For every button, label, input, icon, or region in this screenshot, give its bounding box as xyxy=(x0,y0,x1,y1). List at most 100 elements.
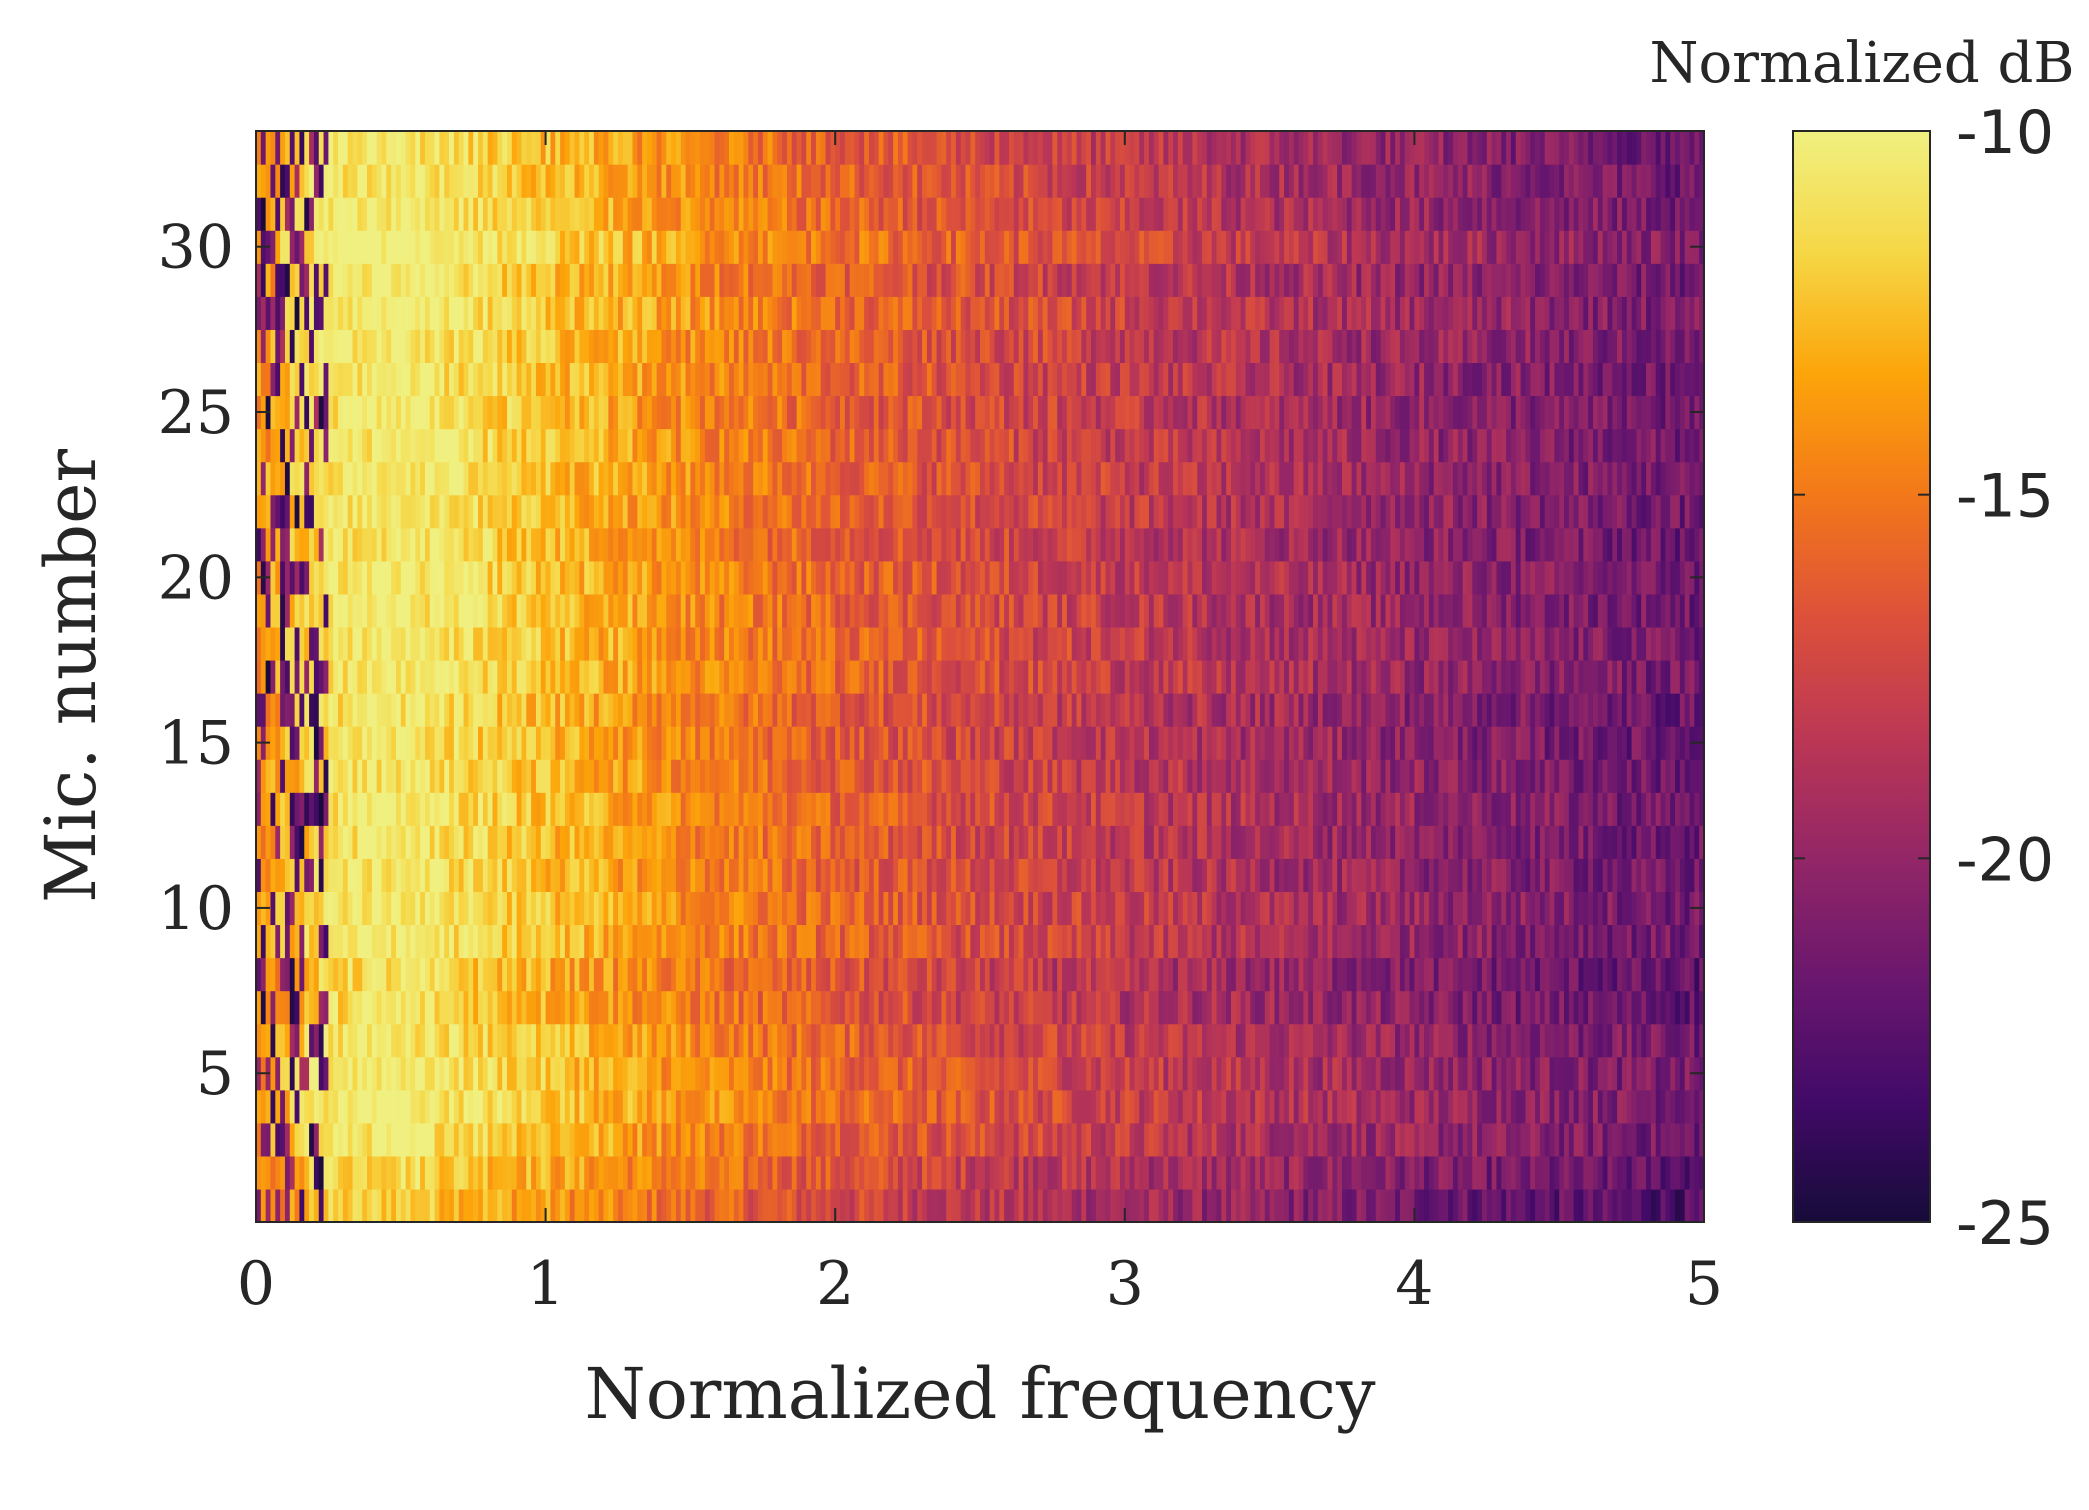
heatmap-cell xyxy=(608,1056,614,1091)
heatmap-cell xyxy=(830,1056,836,1091)
heatmap-cell xyxy=(1216,990,1222,1025)
heatmap-cell xyxy=(1361,1056,1367,1091)
heatmap-cell xyxy=(762,825,769,859)
heatmap-cell xyxy=(280,1155,286,1190)
heatmap-cell xyxy=(589,1023,595,1058)
heatmap-cell xyxy=(463,726,469,760)
heatmap-cell xyxy=(864,1155,870,1190)
heatmap-cell xyxy=(1110,759,1116,793)
heatmap-cell xyxy=(820,1155,827,1190)
heatmap-cell xyxy=(323,1023,329,1058)
heatmap-cell xyxy=(560,825,566,859)
heatmap-cell xyxy=(482,659,489,694)
heatmap-cell xyxy=(526,759,532,793)
heatmap-cell xyxy=(661,759,667,793)
heatmap-cell xyxy=(1356,1023,1362,1058)
heatmap-cell xyxy=(439,1056,445,1091)
heatmap-cell xyxy=(1013,1023,1020,1058)
heatmap-cell xyxy=(931,792,938,826)
heatmap-cell xyxy=(1617,1056,1623,1091)
heatmap-cell xyxy=(1675,1089,1681,1124)
heatmap-cell xyxy=(1414,858,1420,892)
heatmap-cell xyxy=(1076,990,1082,1025)
heatmap-cell xyxy=(757,1056,764,1091)
heatmap-cell xyxy=(743,1089,749,1124)
heatmap-cell xyxy=(883,1122,889,1157)
heatmap-cell xyxy=(1139,858,1145,892)
heatmap-cell xyxy=(1158,1188,1165,1222)
heatmap-cell xyxy=(1346,1122,1353,1157)
heatmap-cell xyxy=(622,659,629,694)
heatmap-cell xyxy=(265,1023,272,1058)
heatmap-cell xyxy=(444,659,450,694)
heatmap-cell xyxy=(632,1089,638,1124)
heatmap-cell xyxy=(1052,1188,1058,1222)
heatmap-cell xyxy=(1221,1089,1227,1124)
heatmap-cell xyxy=(844,1023,851,1058)
heatmap-cell xyxy=(1515,693,1522,727)
heatmap-cell xyxy=(1655,825,1662,859)
heatmap-cell xyxy=(289,1056,296,1091)
heatmap-cell xyxy=(333,1056,339,1091)
heatmap-cell xyxy=(1042,1023,1049,1058)
heatmap-cell xyxy=(584,924,590,959)
heatmap-cell xyxy=(1168,858,1174,892)
heatmap-cell xyxy=(782,891,788,926)
heatmap-cell xyxy=(955,990,962,1025)
heatmap-cell xyxy=(1684,825,1691,859)
heatmap-cell xyxy=(1414,726,1420,760)
heatmap-cell xyxy=(1062,1056,1068,1091)
heatmap-cell xyxy=(1549,858,1555,892)
heatmap-cell xyxy=(1428,957,1435,992)
heatmap-cell xyxy=(864,659,870,694)
heatmap-cell xyxy=(772,957,778,992)
heatmap-cell xyxy=(1033,1155,1039,1190)
heatmap-cell xyxy=(994,858,1000,892)
heatmap-cell xyxy=(748,1122,754,1157)
heatmap-cell xyxy=(1086,891,1092,926)
heatmap-cell xyxy=(367,891,373,926)
heatmap-cell xyxy=(1274,825,1280,859)
heatmap-cell xyxy=(757,726,764,760)
heatmap-cell xyxy=(1366,924,1372,959)
heatmap-cell xyxy=(603,1089,609,1124)
heatmap-cell xyxy=(1279,1155,1285,1190)
heatmap-cell xyxy=(1110,1056,1116,1091)
heatmap-cell xyxy=(1308,957,1314,992)
heatmap-cell xyxy=(265,924,272,959)
heatmap-cell xyxy=(284,924,291,959)
heatmap-cell xyxy=(304,659,310,694)
heatmap-cell xyxy=(323,1056,329,1091)
heatmap-cell xyxy=(1428,792,1435,826)
heatmap-cell xyxy=(579,1056,585,1091)
heatmap-cell xyxy=(1230,1155,1237,1190)
heatmap-cell xyxy=(661,891,667,926)
heatmap-cell xyxy=(719,1122,725,1157)
heatmap-cell xyxy=(1617,1122,1623,1157)
heatmap-cell xyxy=(762,1155,769,1190)
heatmap-cell xyxy=(878,891,885,926)
heatmap-cell xyxy=(1042,1056,1049,1091)
heatmap-cell xyxy=(1564,693,1570,727)
heatmap-cell xyxy=(1356,825,1362,859)
heatmap-cell xyxy=(347,858,354,892)
heatmap-cell xyxy=(859,659,865,694)
heatmap-cell xyxy=(1269,1188,1276,1222)
heatmap-cell xyxy=(815,924,822,959)
heatmap-cell xyxy=(820,726,827,760)
heatmap-cell xyxy=(338,659,344,694)
heatmap-cell xyxy=(646,726,653,760)
heatmap-cell xyxy=(796,825,803,859)
heatmap-cell xyxy=(840,924,846,959)
heatmap-cell xyxy=(1095,891,1102,926)
heatmap-cell xyxy=(1631,990,1638,1025)
heatmap-cell xyxy=(333,1122,339,1157)
heatmap-cell xyxy=(1245,726,1251,760)
heatmap-cell xyxy=(1129,891,1136,926)
heatmap-cell xyxy=(400,1023,407,1058)
heatmap-cell xyxy=(487,1023,494,1058)
heatmap-cell xyxy=(1467,858,1473,892)
heatmap-cell xyxy=(1018,1188,1025,1222)
heatmap-cell xyxy=(951,924,957,959)
heatmap-cell xyxy=(1636,858,1642,892)
